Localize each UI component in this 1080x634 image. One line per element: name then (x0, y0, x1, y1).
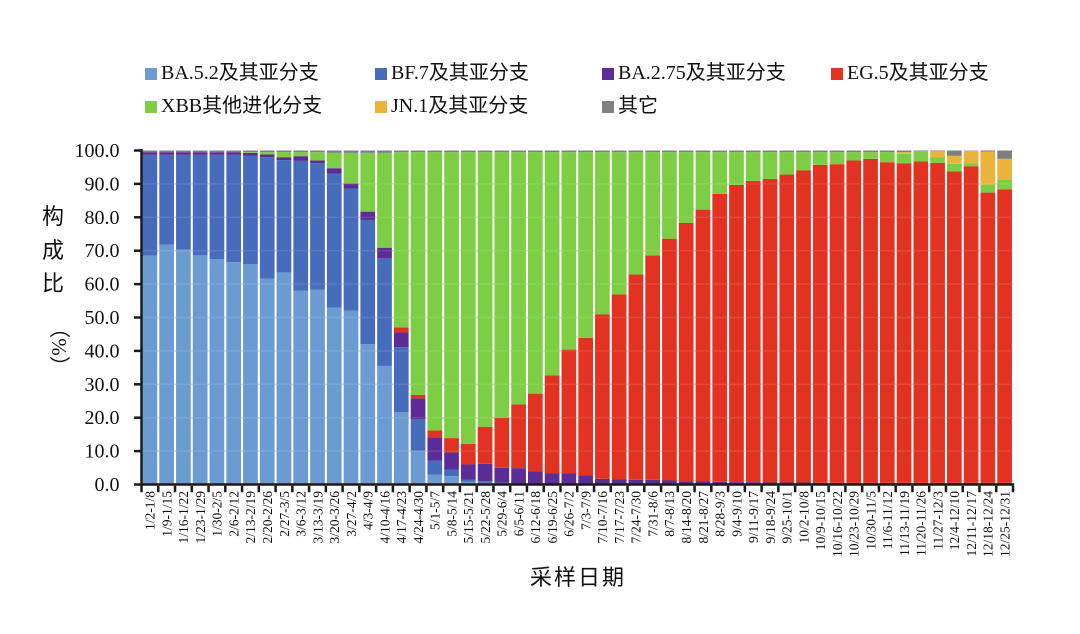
svg-text:6/26-7/2: 6/26-7/2 (562, 491, 577, 537)
svg-text:11/20-11/26: 11/20-11/26 (914, 491, 929, 556)
svg-text:9/11-9/17: 9/11-9/17 (746, 491, 761, 543)
svg-text:11/13-11/19: 11/13-11/19 (897, 491, 912, 556)
svg-text:100.0: 100.0 (75, 140, 120, 162)
svg-text:12/18-12/24: 12/18-12/24 (981, 491, 996, 557)
svg-text:2/6-2/12: 2/6-2/12 (226, 491, 241, 537)
svg-text:90.0: 90.0 (85, 173, 120, 195)
svg-text:8/28-9/3: 8/28-9/3 (713, 491, 728, 537)
svg-text:5/29-6/4: 5/29-6/4 (495, 491, 510, 537)
svg-text:BA.2.75及其亚分支: BA.2.75及其亚分支 (618, 61, 786, 84)
svg-text:80.0: 80.0 (85, 207, 120, 229)
svg-text:9/25-10/1: 9/25-10/1 (780, 491, 795, 544)
svg-text:4/3-4/9: 4/3-4/9 (361, 491, 376, 530)
svg-text:BA.5.2及其亚分支: BA.5.2及其亚分支 (161, 61, 319, 84)
svg-text:EG.5及其亚分支: EG.5及其亚分支 (847, 61, 989, 84)
svg-text:10/30-11/5: 10/30-11/5 (863, 491, 878, 550)
svg-text:采样日期: 采样日期 (530, 565, 626, 590)
svg-text:10/2-10/8: 10/2-10/8 (796, 491, 811, 544)
svg-text:7/24-7/30: 7/24-7/30 (629, 491, 644, 544)
svg-text:其它: 其它 (618, 94, 658, 117)
svg-text:2/20-2/26: 2/20-2/26 (260, 491, 275, 544)
svg-text:比: 比 (42, 271, 64, 296)
svg-text:70.0: 70.0 (85, 240, 120, 262)
svg-text:50.0: 50.0 (85, 307, 120, 329)
svg-text:8/21-8/27: 8/21-8/27 (696, 491, 711, 544)
svg-text:6/12-6/18: 6/12-6/18 (528, 491, 543, 544)
svg-text:1/9-1/15: 1/9-1/15 (159, 491, 174, 537)
svg-text:5/1-5/7: 5/1-5/7 (428, 491, 443, 530)
svg-text:40.0: 40.0 (85, 340, 120, 362)
svg-text:7/17-7/23: 7/17-7/23 (612, 491, 627, 544)
svg-text:60.0: 60.0 (85, 274, 120, 296)
svg-text:7/3-7/9: 7/3-7/9 (578, 491, 593, 530)
svg-text:5/15-5/21: 5/15-5/21 (461, 491, 476, 544)
svg-text:12/4-12/10: 12/4-12/10 (947, 491, 962, 550)
svg-text:（%）: （%） (47, 317, 71, 377)
svg-text:12/11-12/17: 12/11-12/17 (964, 491, 979, 557)
svg-text:6/19-6/25: 6/19-6/25 (545, 491, 560, 544)
svg-text:11/6-11/12: 11/6-11/12 (880, 491, 895, 549)
svg-text:30.0: 30.0 (85, 374, 120, 396)
svg-text:BF.7及其亚分支: BF.7及其亚分支 (391, 61, 529, 84)
svg-text:9/4-9/10: 9/4-9/10 (729, 491, 744, 537)
svg-text:3/6-3/12: 3/6-3/12 (294, 491, 309, 537)
svg-text:10/16-10/22: 10/16-10/22 (830, 491, 845, 557)
svg-text:7/10-7/16: 7/10-7/16 (595, 491, 610, 544)
svg-text:0.0: 0.0 (95, 474, 120, 496)
svg-text:1/30-2/5: 1/30-2/5 (210, 491, 225, 537)
svg-text:5/22-5/28: 5/22-5/28 (478, 491, 493, 544)
svg-text:20.0: 20.0 (85, 407, 120, 429)
svg-text:成: 成 (42, 238, 64, 263)
svg-text:5/8-5/14: 5/8-5/14 (444, 491, 459, 537)
svg-text:8/14-8/20: 8/14-8/20 (679, 491, 694, 544)
svg-text:7/31-8/6: 7/31-8/6 (645, 491, 660, 537)
svg-text:XBB其他进化分支: XBB其他进化分支 (161, 94, 322, 117)
svg-text:4/17-4/23: 4/17-4/23 (394, 491, 409, 544)
svg-text:3/13-3/19: 3/13-3/19 (310, 491, 325, 544)
svg-text:2/13-2/19: 2/13-2/19 (243, 491, 258, 544)
svg-text:1/16-1/22: 1/16-1/22 (176, 491, 191, 544)
svg-text:3/27-4/2: 3/27-4/2 (344, 491, 359, 537)
svg-text:10/23-10/29: 10/23-10/29 (847, 491, 862, 557)
svg-text:3/20-3/26: 3/20-3/26 (327, 491, 342, 544)
svg-text:构: 构 (42, 204, 64, 229)
svg-text:8/7-8/13: 8/7-8/13 (662, 491, 677, 537)
svg-text:1/23-1/29: 1/23-1/29 (193, 491, 208, 544)
svg-text:4/24-4/30: 4/24-4/30 (411, 491, 426, 544)
svg-text:11/27-12/3: 11/27-12/3 (930, 491, 945, 550)
svg-text:1/2-1/8: 1/2-1/8 (143, 491, 158, 530)
svg-text:JN.1及其亚分支: JN.1及其亚分支 (391, 94, 528, 117)
svg-text:6/5-6/11: 6/5-6/11 (511, 491, 526, 536)
svg-text:4/10-4/16: 4/10-4/16 (377, 491, 392, 544)
svg-text:2/27-3/5: 2/27-3/5 (277, 491, 292, 537)
svg-text:10/9-10/15: 10/9-10/15 (813, 491, 828, 550)
svg-text:10.0: 10.0 (85, 441, 120, 463)
svg-text:12/25-12/31: 12/25-12/31 (997, 491, 1012, 557)
svg-text:9/18-9/24: 9/18-9/24 (763, 491, 778, 544)
